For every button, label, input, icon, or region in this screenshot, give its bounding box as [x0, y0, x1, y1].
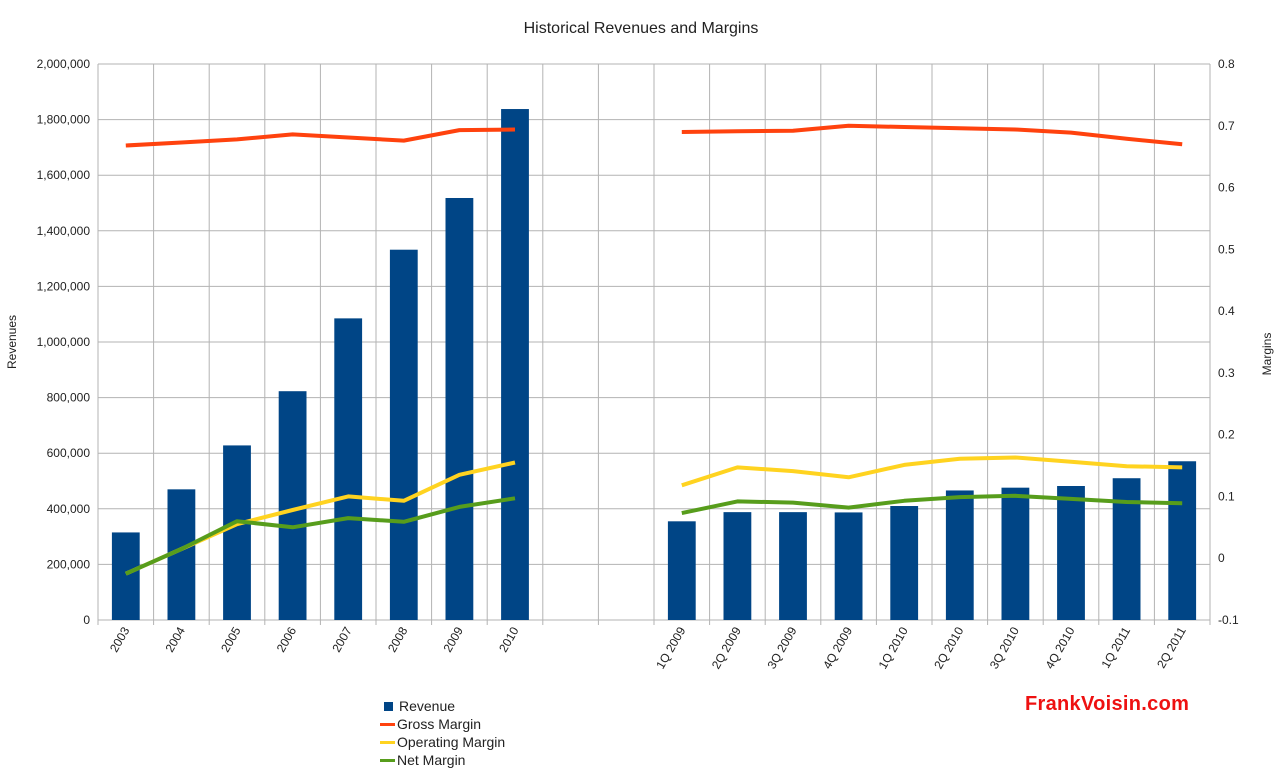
- x-tick-label: 2Q 2010: [931, 624, 966, 671]
- y2-tick-label: 0.5: [1218, 242, 1235, 256]
- legend-label: Net Margin: [397, 752, 466, 768]
- y-tick-label: 1,000,000: [37, 335, 91, 349]
- x-tick-label: 2004: [163, 624, 189, 654]
- x-tick-label: 2Q 2011: [1154, 624, 1189, 670]
- operating-margin-line: [681, 455, 1183, 488]
- revenue-bar: [779, 512, 807, 620]
- y2-tick-label: 0.4: [1218, 304, 1235, 318]
- y2-tick-label: 0.7: [1218, 119, 1235, 133]
- y-tick-label: 600,000: [47, 446, 91, 460]
- revenue-bar: [1057, 486, 1085, 620]
- x-tick-label: 1Q 2010: [876, 624, 911, 671]
- legend-label: Operating Margin: [397, 734, 506, 750]
- revenue-bar: [334, 318, 363, 620]
- x-tick-label: 2007: [329, 624, 355, 654]
- revenue-bar: [111, 532, 140, 620]
- y-tick-label: 200,000: [47, 557, 91, 571]
- revenue-bar: [278, 391, 307, 620]
- revenue-bar: [890, 506, 919, 620]
- watermark-text: FrankVoisin.com: [1025, 693, 1190, 715]
- gross-margin-line: [125, 127, 516, 148]
- x-tick-label: 4Q 2010: [1042, 624, 1077, 671]
- y-axis-title: Revenues: [5, 315, 19, 369]
- x-tick-label: 2003: [107, 624, 133, 654]
- chart-title: Historical Revenues and Margins: [523, 20, 759, 37]
- legend-label: Revenue: [399, 698, 456, 714]
- legend-item: Revenue: [380, 697, 505, 715]
- y2-tick-label: -0.1: [1218, 613, 1239, 627]
- x-tick-label: 2Q 2009: [709, 624, 744, 671]
- legend-swatch: [384, 701, 393, 711]
- legend-label: Gross Margin: [397, 716, 482, 732]
- revenue-bar: [723, 512, 752, 620]
- legend-swatch: [380, 722, 395, 726]
- legend-swatch: [380, 740, 395, 744]
- revenue-bar: [667, 521, 696, 620]
- x-tick-label: 2005: [218, 624, 244, 654]
- revenue-bar: [445, 197, 474, 620]
- x-tick-label: 1Q 2011: [1098, 624, 1133, 670]
- net-margin-line: [124, 496, 516, 576]
- y-tick-label: 400,000: [47, 502, 91, 516]
- revenue-bar: [223, 445, 251, 620]
- x-tick-label: 2008: [385, 624, 411, 654]
- legend-item: Operating Margin: [380, 733, 505, 751]
- x-tick-label: 2009: [441, 624, 467, 654]
- revenue-bar: [389, 249, 418, 621]
- y-tick-label: 2,000,000: [37, 57, 91, 71]
- y2-tick-label: 0.2: [1218, 428, 1235, 442]
- revenue-bar: [1168, 461, 1197, 620]
- y2-tick-label: 0.8: [1218, 57, 1235, 71]
- y2-axis-title: Margins: [1260, 333, 1274, 376]
- x-tick-label: 1Q 2009: [653, 624, 688, 671]
- x-tick-label: 2010: [496, 624, 522, 654]
- y-tick-label: 1,600,000: [37, 168, 91, 182]
- y-tick-label: 1,200,000: [37, 279, 91, 293]
- x-tick-label: 2006: [274, 624, 300, 654]
- y-tick-label: 800,000: [47, 391, 91, 405]
- gross-margin-line: [681, 123, 1183, 147]
- chart-legend: Revenue Gross Margin Operating Margin Net M…: [380, 697, 505, 769]
- y-tick-label: 0: [83, 613, 90, 627]
- legend-item: Net Margin: [380, 751, 505, 769]
- revenue-bar: [1001, 487, 1030, 620]
- y-tick-label: 1,800,000: [37, 113, 91, 127]
- y2-tick-label: 0.3: [1218, 366, 1235, 380]
- x-tick-label: 3Q 2010: [987, 624, 1022, 671]
- legend-item: Gross Margin: [380, 715, 505, 733]
- y2-tick-label: 0.1: [1218, 489, 1235, 503]
- net-margin-line: [681, 493, 1183, 516]
- revenue-bar: [834, 512, 863, 620]
- revenue-bar: [945, 490, 974, 620]
- y2-tick-label: 0.6: [1218, 181, 1235, 195]
- y2-tick-label: 0: [1218, 551, 1225, 565]
- x-tick-label: 3Q 2009: [764, 624, 799, 671]
- y-tick-label: 1,400,000: [37, 224, 91, 238]
- x-tick-label: 4Q 2009: [820, 624, 855, 671]
- revenue-bar: [501, 109, 529, 620]
- legend-swatch: [380, 758, 395, 762]
